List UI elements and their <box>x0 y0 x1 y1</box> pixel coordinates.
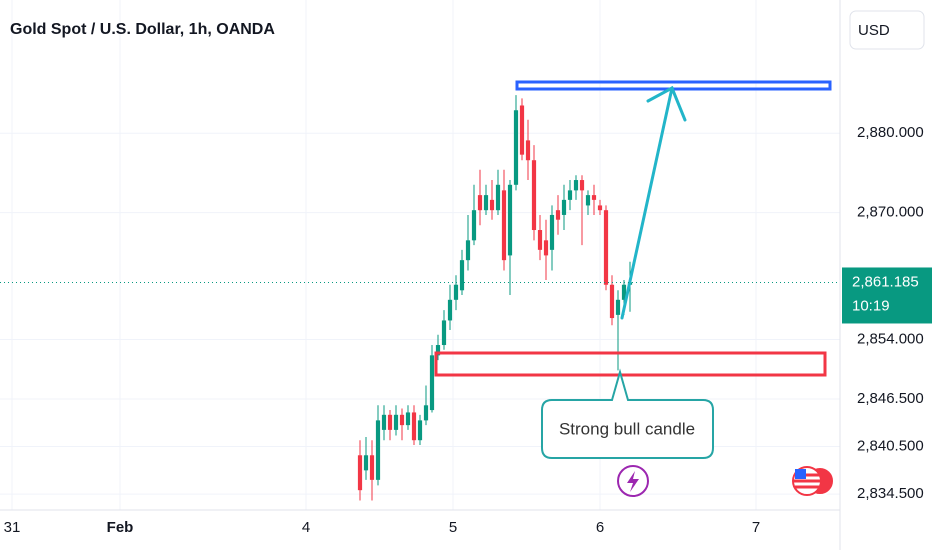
callout-box <box>541 368 714 459</box>
candle-body <box>453 284 459 300</box>
y-tick-label: 2,846.500 <box>857 390 924 407</box>
x-tick-label: 5 <box>449 519 457 536</box>
currency-label[interactable]: USD <box>858 22 890 39</box>
candle-body <box>399 414 405 426</box>
candle-body <box>567 190 573 200</box>
candle-body <box>507 184 513 256</box>
candle-body <box>369 455 375 480</box>
callout-text: Strong bull candle <box>559 419 695 438</box>
y-tick-label: 2,840.500 <box>857 438 924 455</box>
candle-body <box>471 210 477 241</box>
candles <box>357 95 633 501</box>
candle-body <box>387 414 393 430</box>
candle-body <box>555 210 561 220</box>
last-price-badge <box>842 267 932 324</box>
countdown-label: 10:19 <box>852 297 890 314</box>
candle-body <box>465 240 471 261</box>
candle-body <box>537 230 543 250</box>
support-zone <box>434 351 827 377</box>
candle-body <box>417 420 423 441</box>
candle-body <box>501 190 507 261</box>
candle-body <box>495 184 501 211</box>
candle-body <box>591 195 597 200</box>
candle-body <box>579 180 585 191</box>
x-tick-label: 6 <box>596 519 604 536</box>
candle-body <box>435 345 441 356</box>
chart-title: Gold Spot / U.S. Dollar, 1h, OANDA <box>10 21 275 38</box>
candle-body <box>411 412 417 441</box>
candle-body <box>423 405 429 421</box>
last-price-label: 2,861.185 <box>852 273 919 290</box>
candle-body <box>393 414 399 430</box>
candle-body <box>549 214 555 250</box>
candle-body <box>561 199 567 215</box>
target-arrow <box>620 85 687 320</box>
candle-body <box>405 412 411 426</box>
candle-body <box>597 205 603 211</box>
candle-body <box>513 110 519 185</box>
candle-body <box>585 195 591 206</box>
candle-body <box>573 180 579 191</box>
currency-button[interactable] <box>849 10 925 50</box>
x-tick-label: 7 <box>752 519 760 536</box>
candle-body <box>459 260 465 291</box>
y-tick-label: 2,880.000 <box>857 124 924 141</box>
candle-body <box>615 299 621 315</box>
candle-body <box>441 320 447 346</box>
x-tick-label: 31 <box>4 519 21 536</box>
candle-body <box>519 105 525 155</box>
y-tick-label: 2,854.000 <box>857 330 924 347</box>
x-tick-label: Feb <box>107 519 134 536</box>
y-tick-label: 2,834.500 <box>857 485 924 502</box>
candle-body <box>381 414 387 430</box>
candle-body <box>429 355 435 411</box>
x-tick-label: 4 <box>302 519 310 536</box>
candle-body <box>525 140 531 161</box>
candle-body <box>477 195 483 211</box>
candle-body <box>357 455 363 491</box>
candle-body <box>603 210 609 285</box>
candle-body <box>609 284 615 319</box>
candle-body <box>447 299 453 321</box>
candle-body <box>621 284 627 300</box>
candle-body <box>363 455 369 471</box>
candle-body <box>531 160 537 231</box>
candle-body <box>543 240 549 256</box>
candle-body <box>483 195 489 211</box>
y-tick-label: 2,870.000 <box>857 204 924 221</box>
economic-flag-icon[interactable] <box>792 466 835 496</box>
event-icon[interactable] <box>617 465 649 497</box>
candle-body <box>489 199 495 211</box>
candle-body <box>375 420 381 480</box>
